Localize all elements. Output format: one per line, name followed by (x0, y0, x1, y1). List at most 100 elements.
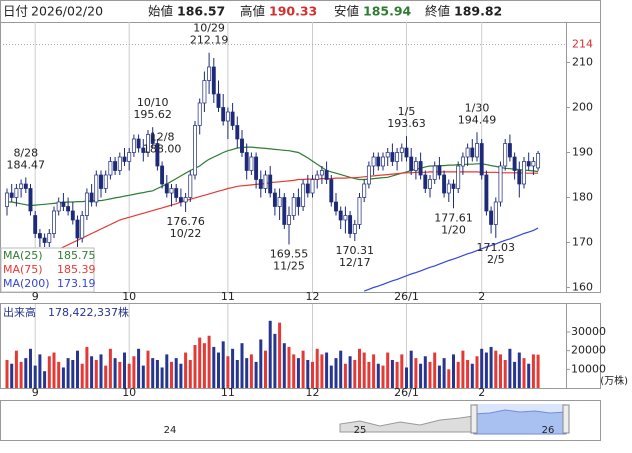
candle-body (329, 179, 334, 203)
navigator-label: 25 (354, 425, 367, 436)
volume-bar (141, 365, 145, 388)
candle-body (498, 165, 503, 203)
volume-bar (292, 354, 296, 388)
candle-body (470, 147, 475, 158)
legend-name: MA(75) (3, 263, 43, 276)
volume-bar (10, 363, 14, 388)
x-tick-label: 10 (122, 386, 136, 399)
candle-body (493, 201, 498, 225)
candle-body (211, 66, 216, 95)
volume-bar (414, 358, 418, 388)
candle-body (282, 197, 287, 225)
candle-body (235, 125, 240, 140)
volume-bar (494, 350, 498, 388)
volume-bar (104, 365, 108, 388)
volume-bar (452, 354, 455, 388)
volume-tick-label: 30000 (571, 325, 606, 338)
x-tick-label: 12 (306, 386, 320, 399)
volume-bar (282, 343, 286, 388)
volume-bar (132, 356, 136, 388)
navigator-handle[interactable] (562, 404, 570, 434)
candle-body (418, 161, 423, 176)
navigator-handle[interactable] (470, 404, 478, 434)
candle-body (103, 174, 108, 189)
date: 2026/02/20 (31, 4, 103, 19)
candle-body (136, 138, 141, 149)
candle-body (446, 183, 451, 194)
volume-bar (108, 348, 112, 388)
candle-body (14, 188, 19, 198)
date-label: 日付 (3, 4, 28, 19)
candle-body (80, 215, 85, 239)
x-tick-label: 26/1 (394, 290, 419, 303)
annotation-value: 169.55 (270, 248, 309, 261)
candle-body (240, 138, 244, 153)
candle-body (352, 224, 357, 234)
candle-body (475, 143, 479, 158)
candle-body (432, 165, 437, 180)
volume-bar (489, 346, 493, 388)
volume-bar (531, 354, 535, 388)
volume-bar (484, 352, 488, 388)
annotation-value: 193.63 (387, 117, 426, 130)
volume-bar (419, 363, 423, 388)
candle-body (169, 188, 174, 194)
candle-body (442, 174, 447, 194)
candle-body (178, 197, 183, 203)
annotation-date: 12/17 (339, 256, 371, 269)
candle-body (315, 174, 320, 180)
volume-bar (113, 358, 117, 388)
annotation-value: 171.03 (477, 241, 516, 254)
candle-body (164, 183, 169, 194)
navigator-label: 24 (164, 425, 177, 436)
close-label: 終値 (425, 4, 450, 19)
candle-body (362, 183, 367, 198)
candle-body (517, 170, 522, 185)
candle-body (536, 152, 541, 169)
candle-body (489, 210, 494, 225)
candle-body (70, 210, 75, 221)
candle-body (197, 102, 202, 126)
candle-body (395, 152, 400, 162)
annotation-value: 170.31 (336, 244, 375, 257)
annotation-value: 177.61 (434, 211, 473, 224)
volume-bar (508, 348, 512, 388)
volume-bar (362, 352, 366, 388)
volume-bar (235, 360, 239, 388)
candle-body (531, 161, 536, 167)
candle-body (28, 188, 33, 212)
volume-bar (254, 361, 258, 388)
x-tick-label: 2 (478, 386, 485, 399)
volume-bar (19, 361, 23, 388)
volume-bar (386, 352, 390, 388)
volume-bar (76, 350, 79, 388)
candle-body (423, 174, 428, 189)
volume-bar (343, 363, 347, 388)
y-tick-label: 200 (572, 101, 593, 114)
volume-bar (14, 350, 18, 388)
candle-body (254, 156, 259, 180)
volume-bar (480, 348, 484, 388)
volume-bar (315, 348, 319, 388)
volume-bar (179, 363, 183, 388)
low-label: 安値 (334, 4, 359, 19)
volume-bar (94, 360, 98, 388)
marker-label: 214 (572, 38, 593, 51)
volume-bar (437, 365, 441, 388)
candle-body (268, 174, 273, 194)
candle-body (5, 192, 9, 207)
candle-body (348, 215, 353, 234)
volume-bar (517, 352, 521, 388)
annotation-value: 194.49 (458, 113, 497, 126)
legend-value: 173.19 (57, 277, 96, 290)
volume-bar (151, 358, 155, 388)
volume-bar (442, 358, 446, 388)
volume-bar (353, 360, 357, 388)
legend-name: MA(25) (3, 249, 43, 262)
candle-body (160, 165, 165, 185)
annotation-value: 188.00 (143, 143, 182, 156)
candle-body (522, 161, 526, 185)
volume-bar (137, 348, 141, 388)
volume-bar (47, 356, 51, 388)
